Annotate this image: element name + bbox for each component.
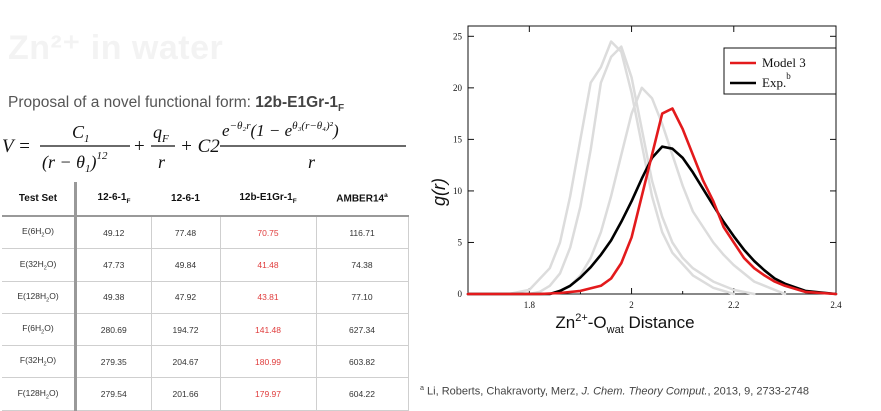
x-tick-label: 1.8 [524,300,536,310]
value-cell: 74.38 [315,248,409,282]
test-set-cell: F(6H2O) [2,312,76,347]
proposal-name: 12b-E1Gr-1F [255,94,345,115]
y-tick-label: 20 [453,83,463,93]
proposal-text: Proposal of a novel functional form: 12b… [8,94,344,114]
chart-series-group [466,40,838,296]
test-set-cell: E(128H2O) [2,280,76,314]
y-tick-label: 0 [458,289,463,299]
eq-t3-num: e−θ₂r(1 − eθ₃(r−θ₄)²) [222,120,339,140]
value-cell: 204.67 [150,345,221,379]
y-tick-label: 10 [453,186,463,196]
table-row: F(32H2O) 279.35 204.67 180.99 603.82 [2,345,409,379]
slide-title: Zn²⁺ in water [8,29,224,67]
potential-equation: V = C1 (r − θ1)12 + qF r + C2 e−θ₂r(1 − … [2,120,406,175]
series-line-exp [466,145,838,296]
table-row: E(32H2O) 47.73 49.84 41.48 74.38 [2,248,409,282]
legend-label-exp: Exp.b [762,71,791,90]
results-table: Test Set 12-6-1F 12-6-1 12b-E1Gr-1F AMBE… [2,182,409,411]
eq-t2-den: r [158,152,166,172]
chart-legend: Model 3 Exp.b [723,47,837,95]
y-tick-label: 25 [453,31,463,41]
legend-label-model-3: Model 3 [762,55,806,70]
header-12-6-1: 12-6-1 [151,182,220,217]
x-tick-label: 2.4 [830,300,842,310]
x-tick-label: 2 [629,300,634,310]
table-row: F(128H2O) 279.54 201.66 179.97 604.22 [2,377,409,411]
value-cell-highlight: 180.99 [219,345,317,379]
eq-plus1: + [134,136,145,157]
reference-series-line [466,40,736,296]
reference-series-line [466,45,756,296]
value-cell: 280.69 [74,312,152,347]
test-set-cell: F(128H2O) [2,377,76,411]
value-cell-highlight: 179.97 [219,377,317,411]
value-cell-highlight: 141.48 [219,312,317,347]
value-cell-highlight: 43.81 [219,280,317,314]
x-tick-label: 2.2 [728,300,739,310]
value-cell: 279.54 [74,377,152,411]
y-tick-label: 15 [453,134,463,144]
eq-lhs: V = [2,136,31,157]
value-cell: 627.34 [315,312,409,347]
value-cell: 77.48 [150,215,221,250]
x-axis-label: Zn2+-Owat Distance [555,312,694,336]
series-line-model-3 [466,107,838,296]
value-cell: 49.12 [74,215,152,250]
value-cell: 194.72 [150,312,221,347]
table-row: E(128H2O) 49.38 47.92 43.81 77.10 [2,280,409,314]
header-12-6-1-f: 12-6-1F [74,182,151,217]
value-cell: 49.38 [74,280,152,314]
value-cell-highlight: 70.75 [219,215,317,250]
test-set-cell: E(32H2O) [2,248,76,282]
value-cell: 49.84 [150,248,221,282]
eq-t3-den: r [308,152,316,172]
test-set-cell: F(32H2O) [2,345,76,379]
eq-t1-den: (r − θ1)12 [42,150,108,175]
header-amber14: AMBER14a [316,182,408,217]
value-cell: 47.92 [150,280,221,314]
header-test-set: Test Set [2,182,76,217]
eq-plus2: + C2 [180,136,220,157]
value-cell: 603.82 [315,345,409,379]
citation-footnote: a Li, Roberts, Chakravorty, Merz, J. Che… [420,384,809,398]
value-cell: 201.66 [150,377,221,411]
y-axis-label: g(r) [429,178,449,206]
table-header-row: Test Set 12-6-1F 12-6-1 12b-E1Gr-1F AMBE… [2,182,408,217]
proposal-prefix: Proposal of a novel functional form: [8,94,256,111]
rdf-chart: 1.8 2 2.2 2.4 0 5 10 15 20 25 g(r) Zn2+-Owat Dist… [429,25,842,336]
table-row: F(6H2O) 280.69 194.72 141.48 627.34 [2,312,409,347]
value-cell: 279.35 [74,345,152,379]
value-cell: 604.22 [315,377,409,411]
eq-t1-num: C1 [72,122,90,145]
value-cell: 77.10 [315,280,409,314]
legend-box [723,47,837,95]
eq-t2-num: qF [153,122,169,145]
chart-tick-labels: 1.8 2 2.2 2.4 0 5 10 15 20 25 [453,31,842,310]
value-cell-highlight: 41.48 [219,248,317,282]
table-row: E(6H2O) 49.12 77.48 70.75 116.71 [2,215,409,250]
value-cell: 116.71 [315,215,409,250]
y-tick-label: 5 [458,237,463,247]
header-12b-e1gr-1-f: 12b-E1Gr-1F [220,182,316,217]
test-set-cell: E(6H2O) [2,215,76,250]
value-cell: 47.73 [74,248,152,282]
